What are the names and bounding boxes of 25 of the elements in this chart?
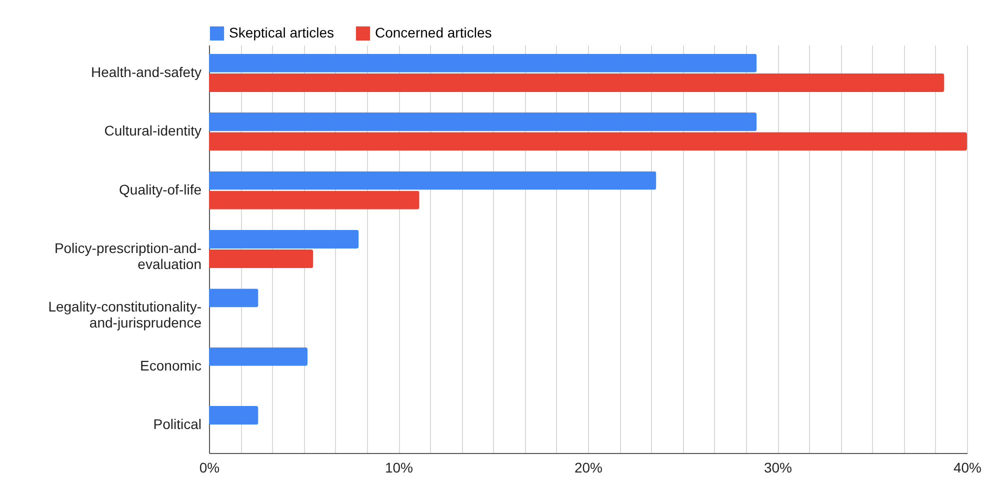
bar [209,190,420,210]
x-tick-label: 30% [764,460,792,476]
x-tick-label: 10% [384,460,414,476]
bar [209,112,757,132]
y-tick-label: Cultural-identity [104,122,202,139]
bar [209,249,314,268]
bar [209,171,656,190]
x-tick-label: 20% [574,460,603,476]
legend-label: Concerned articles [375,24,492,40]
legend-label: Skeptical articles [229,24,334,40]
bar [209,406,258,425]
bar [209,347,308,366]
bar [209,288,258,308]
y-tick-label: Legality-constitutionality-and-jurisprudence [48,298,202,331]
bar [209,230,359,249]
bar [209,54,757,72]
y-tick-label: Quality-of-life [119,181,202,198]
y-tick-label: Health-and-safety [90,64,202,80]
x-tick-label: 40% [953,460,982,476]
x-tick-label: 0% [199,460,220,476]
y-tick-label: Political [153,416,202,432]
y-tick-label: Policy-prescription-and-evaluation [54,240,202,272]
bar [209,132,967,151]
bar [209,73,944,92]
y-tick-label: Economic [140,357,202,374]
